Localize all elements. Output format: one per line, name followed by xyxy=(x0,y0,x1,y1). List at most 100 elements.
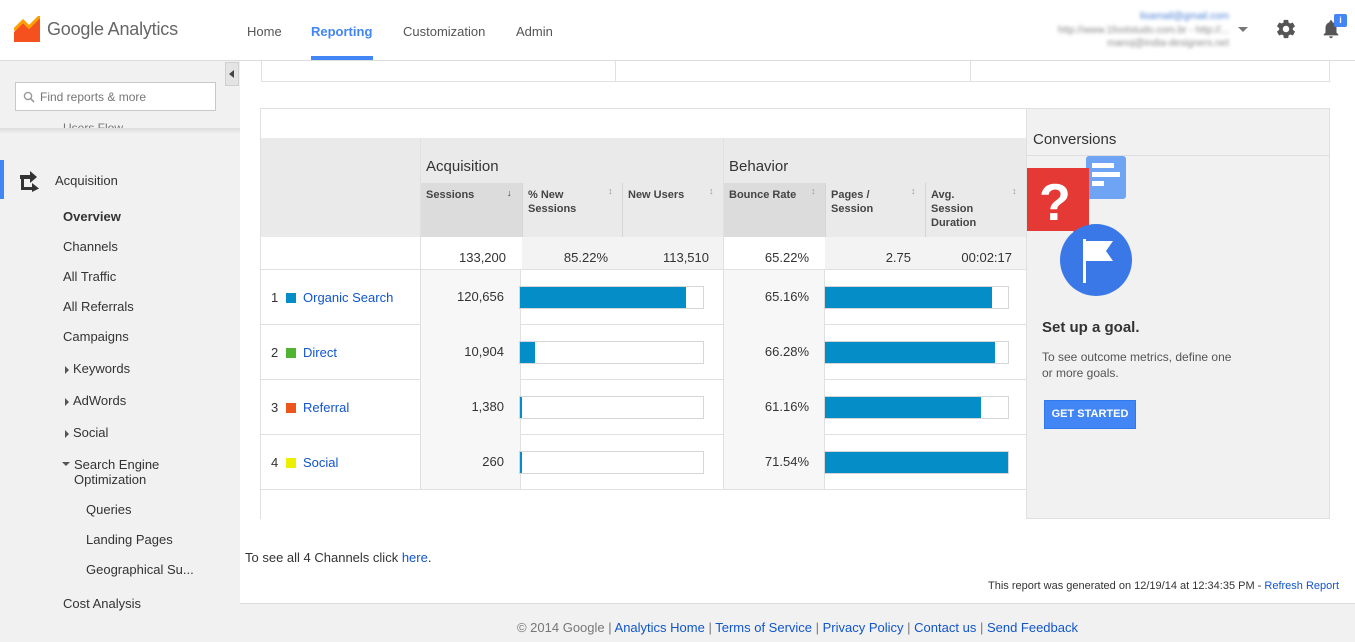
divider xyxy=(970,61,971,82)
divider xyxy=(420,138,421,490)
table-header-blank xyxy=(261,138,421,237)
sidebar-item-users-flow[interactable]: Users Flow xyxy=(63,121,124,131)
sidebar-item-queries[interactable]: Queries xyxy=(86,502,132,517)
sessions-bar-fill xyxy=(520,452,522,473)
column-header-pct-new-sessions[interactable] xyxy=(522,183,622,237)
divider xyxy=(615,61,616,82)
sidebar-item-channels[interactable]: Channels xyxy=(63,239,118,254)
report-generated-note: This report was generated on 12/19/14 at… xyxy=(988,580,1339,592)
sessions-bar-fill xyxy=(520,342,535,363)
nav-customization[interactable]: Customization xyxy=(403,24,486,39)
analytics-logo-icon[interactable] xyxy=(14,16,40,42)
row-rank: 4 xyxy=(271,455,279,470)
column-label: Sessions xyxy=(426,189,475,201)
sidebar-item-cost-analysis[interactable]: Cost Analysis xyxy=(63,596,142,611)
account-dropdown-icon[interactable] xyxy=(1238,27,1248,32)
divider xyxy=(261,269,1026,270)
bounce-bar xyxy=(824,396,1009,419)
conversions-panel: Conversions ? Set up a goal. To see outc… xyxy=(1026,108,1330,519)
footer-link-contact[interactable]: Contact us xyxy=(914,620,977,635)
collapse-sidebar-button[interactable] xyxy=(225,62,239,86)
account-email[interactable]: lisamail@gmail.com xyxy=(1139,11,1229,22)
column-label: Avg. Session Duration xyxy=(931,189,977,229)
divider xyxy=(1027,155,1329,156)
acquisition-icon xyxy=(20,171,39,192)
bounce-bar xyxy=(824,451,1009,474)
refresh-report-link[interactable]: Refresh Report xyxy=(1264,580,1339,592)
column-header-pages-session[interactable] xyxy=(825,183,925,237)
total-avg-duration: 00:02:17 xyxy=(961,250,1012,265)
sidebar-item-campaigns[interactable]: Campaigns xyxy=(63,329,129,344)
sort-icon[interactable]: ↕ xyxy=(811,186,816,196)
sessions-bar-fill xyxy=(520,397,522,418)
row-bounce-rate: 65.16% xyxy=(764,289,809,304)
footer-link-privacy[interactable]: Privacy Policy xyxy=(822,620,904,635)
footer-link-analytics-home[interactable]: Analytics Home xyxy=(614,620,705,635)
column-header-bounce-rate[interactable] xyxy=(724,183,825,237)
footer-link-feedback[interactable]: Send Feedback xyxy=(986,620,1079,635)
sidebar-item-adwords[interactable]: AdWords xyxy=(65,393,126,408)
search-box[interactable] xyxy=(15,82,216,111)
sessions-bar xyxy=(519,396,704,419)
bounce-bar-fill xyxy=(825,342,995,363)
gear-icon[interactable] xyxy=(1275,18,1297,40)
channel-link-organic-search[interactable]: Organic Search xyxy=(303,290,394,305)
channel-swatch xyxy=(286,458,296,468)
channel-link-direct[interactable]: Direct xyxy=(303,345,337,360)
sort-desc-icon[interactable]: ↓ xyxy=(507,188,512,198)
row-rank: 3 xyxy=(271,400,279,415)
divider xyxy=(261,379,1026,380)
sessions-bar-fill xyxy=(520,287,686,308)
see-all-link[interactable]: here xyxy=(401,550,428,565)
sidebar-item-social[interactable]: Social xyxy=(65,425,108,440)
total-bounce-rate: 65.22% xyxy=(764,250,809,265)
acquisition-label: Acquisition xyxy=(426,158,499,175)
sessions-bar xyxy=(519,286,704,309)
bounce-bar xyxy=(824,286,1009,309)
nav-reporting[interactable]: Reporting xyxy=(311,24,373,39)
logo-text[interactable]: Google Analytics xyxy=(47,19,178,39)
get-started-button[interactable]: GET STARTED xyxy=(1044,400,1136,429)
sidebar-scroll-shadow xyxy=(0,128,240,134)
sort-icon[interactable]: ↕ xyxy=(709,186,714,196)
nav-admin[interactable]: Admin xyxy=(516,24,553,39)
row-bounce-rate: 66.28% xyxy=(764,344,809,359)
divider xyxy=(925,183,926,269)
notification-badge[interactable]: i xyxy=(1334,14,1347,27)
sort-icon[interactable]: ↕ xyxy=(1012,186,1017,196)
sidebar-item-overview[interactable]: Overview xyxy=(63,209,121,224)
account-user[interactable]: manoj@india-designers.net xyxy=(1107,38,1229,49)
divider xyxy=(261,434,1026,435)
total-pct-new-sessions: 85.22% xyxy=(563,250,608,265)
sidebar-item-geographical-summary[interactable]: Geographical Su... xyxy=(86,562,194,577)
channel-link-referral[interactable]: Referral xyxy=(303,400,350,415)
sort-icon[interactable]: ↕ xyxy=(911,186,916,196)
nav-home[interactable]: Home xyxy=(247,24,282,39)
active-tab-indicator xyxy=(311,56,373,60)
sidebar-item-all-traffic[interactable]: All Traffic xyxy=(63,269,117,284)
see-all-suffix: . xyxy=(427,550,432,565)
column-header-new-users[interactable] xyxy=(622,183,724,237)
row-sessions: 1,380 xyxy=(471,399,504,414)
goal-heading: Set up a goal. xyxy=(1042,319,1140,336)
total-pages-session: 2.75 xyxy=(885,250,911,265)
sidebar-item-keywords[interactable]: Keywords xyxy=(65,361,130,376)
search-input[interactable] xyxy=(40,88,210,106)
divider xyxy=(622,183,623,269)
footer: © 2014 Google | Analytics Home | Terms o… xyxy=(240,603,1355,642)
row-sessions: 120,656 xyxy=(457,289,504,304)
sort-icon[interactable]: ↕ xyxy=(608,186,613,196)
sidebar-item-seo[interactable]: Search Engine Optimization xyxy=(62,457,182,487)
sidebar-item-all-referrals[interactable]: All Referrals xyxy=(63,299,134,314)
behavior-group-header xyxy=(724,138,1026,183)
divider xyxy=(723,138,724,490)
sidebar-item-label: Keywords xyxy=(73,361,131,376)
sidebar-section-acquisition[interactable]: Acquisition xyxy=(55,173,118,188)
account-property[interactable]: http://www.1footstudo.com.br - http://..… xyxy=(1057,25,1229,36)
column-header-avg-duration[interactable] xyxy=(925,183,1026,237)
column-header-sessions[interactable] xyxy=(421,183,522,237)
sidebar-item-landing-pages[interactable]: Landing Pages xyxy=(86,532,173,547)
channel-link-social[interactable]: Social xyxy=(303,455,339,470)
footer-link-terms[interactable]: Terms of Service xyxy=(715,620,813,635)
totals-shade xyxy=(825,237,1026,269)
